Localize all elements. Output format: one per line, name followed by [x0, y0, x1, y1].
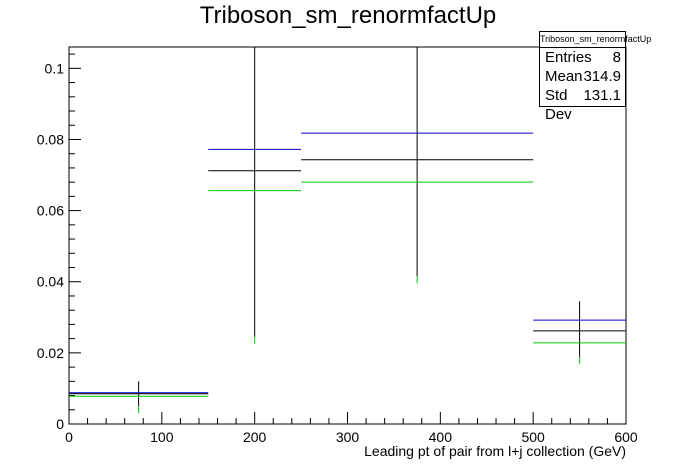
x-tick-label: 200 — [243, 429, 267, 445]
y-tick-label: 0.04 — [37, 274, 64, 290]
x-tick-label: 400 — [429, 429, 453, 445]
y-tick-label: 0.06 — [37, 203, 64, 219]
stats-row-entries: Entries 8 — [540, 48, 625, 67]
chart-title: Triboson_sm_renormfactUp — [199, 2, 497, 29]
y-tick-label: 0 — [56, 416, 64, 432]
x-tick-label: 100 — [150, 429, 174, 445]
x-tick-label: 500 — [521, 429, 545, 445]
stats-label-mean: Mean — [545, 68, 583, 85]
stats-row-stddev: Std Dev 131.1 — [540, 86, 625, 123]
stats-label-entries: Entries — [545, 49, 592, 66]
x-axis-label: Leading pt of pair from l+j collection (… — [364, 443, 626, 459]
x-tick-label: 0 — [65, 429, 73, 445]
stats-value-mean: 314.9 — [583, 68, 621, 85]
y-tick-label: 0.02 — [37, 345, 64, 361]
stats-row-mean: Mean 314.9 — [540, 67, 625, 86]
x-tick-label: 300 — [336, 429, 360, 445]
stats-box: Triboson_sm_renormfactUp Entries 8 Mean … — [539, 31, 651, 123]
stats-title: Triboson_sm_renormfactUp — [540, 32, 651, 48]
stats-value-entries: 8 — [612, 49, 621, 66]
y-tick-label: 0.1 — [45, 60, 65, 76]
stats-value-stddev: 131.1 — [583, 87, 621, 104]
y-tick-label: 0.08 — [37, 131, 64, 147]
stats-label-stddev: Std Dev — [545, 87, 572, 123]
x-tick-label: 600 — [614, 429, 638, 445]
